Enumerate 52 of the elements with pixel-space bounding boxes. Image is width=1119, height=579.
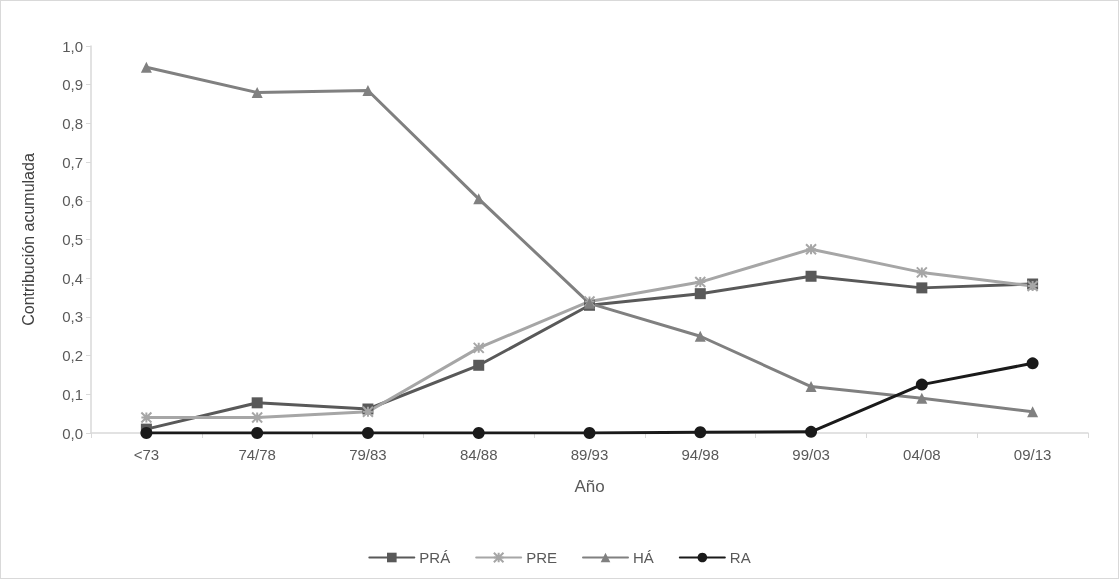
point xyxy=(694,426,707,439)
x-tick-label: 94/98 xyxy=(681,446,720,463)
legend-label: HÁ xyxy=(633,549,654,566)
y-tick-label: 0,4 xyxy=(62,269,83,287)
point xyxy=(805,381,817,393)
legend-label: PRE xyxy=(526,549,558,566)
y-tick-label: 0,0 xyxy=(62,424,83,442)
y-tick-label: 0,8 xyxy=(62,114,83,132)
y-tick-label: 0,5 xyxy=(62,231,83,248)
y-tick-label: 0,9 xyxy=(62,76,83,94)
x-tick-label: 84/88 xyxy=(459,446,498,463)
point xyxy=(805,425,818,438)
y-tick-label: 0,2 xyxy=(62,347,83,365)
point xyxy=(916,282,928,294)
x-tick-label: 99/03 xyxy=(792,446,830,463)
legend-label: RA xyxy=(729,549,751,566)
y-axis-title: Contribución acumulada xyxy=(19,153,37,326)
point xyxy=(915,378,928,391)
x-tick-label: 89/93 xyxy=(570,446,609,463)
point xyxy=(251,427,264,439)
point xyxy=(251,86,263,98)
point xyxy=(916,392,928,404)
point xyxy=(140,411,153,424)
point xyxy=(251,397,263,409)
point xyxy=(140,61,152,73)
x-tick-label: 09/13 xyxy=(1013,446,1052,463)
point xyxy=(805,243,818,256)
point xyxy=(1027,406,1039,418)
point xyxy=(583,427,596,439)
x-tick-label: <73 xyxy=(133,446,160,463)
point xyxy=(251,411,264,424)
point xyxy=(915,266,928,279)
y-tick-label: 0,6 xyxy=(62,192,83,210)
point xyxy=(472,427,485,439)
y-tick-label: 1,0 xyxy=(62,37,83,55)
y-tick-label: 0,3 xyxy=(62,308,83,326)
y-tick-label: 0,1 xyxy=(62,385,83,403)
point xyxy=(805,270,817,282)
y-tick-label: 0,7 xyxy=(62,153,83,171)
point xyxy=(694,276,707,289)
x-tick-label: 74/78 xyxy=(238,446,276,463)
point xyxy=(473,359,485,371)
point xyxy=(1026,357,1039,370)
x-axis-title: Año xyxy=(574,477,605,496)
point xyxy=(694,330,706,342)
point xyxy=(361,427,374,439)
point xyxy=(472,341,485,354)
point xyxy=(694,288,706,300)
x-tick-label: 79/83 xyxy=(349,446,387,463)
point xyxy=(140,427,153,439)
x-tick-label: 04/08 xyxy=(903,446,941,463)
legend-label: PRÁ xyxy=(419,549,451,566)
